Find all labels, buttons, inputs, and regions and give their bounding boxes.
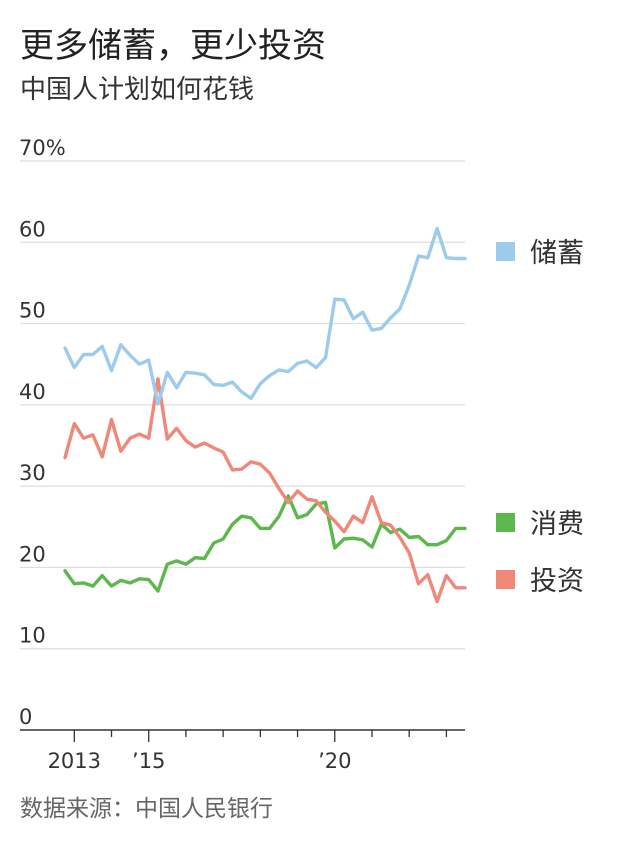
y-tick-label-40: 40 xyxy=(19,380,46,404)
y-tick-label-20: 20 xyxy=(19,542,46,566)
y-tick-label-10: 10 xyxy=(19,624,46,648)
y-axis-tick-labels: 0 10 20 30 40 50 60 70% xyxy=(19,136,66,729)
chart-subtitle: 中国人计划如何花钱 xyxy=(20,75,255,105)
y-tick-label-60: 60 xyxy=(19,217,46,241)
legend-label-1: 消费 xyxy=(530,509,584,540)
y-tick-label-70: 70% xyxy=(19,136,66,160)
legend-swatch-1 xyxy=(496,513,515,532)
y-tick-label-50: 50 xyxy=(19,299,46,323)
x-axis xyxy=(20,729,465,742)
series-line-1 xyxy=(63,494,467,593)
legend-swatch-0 xyxy=(496,242,515,261)
source-note: 数据来源：中国人民银行 xyxy=(20,796,273,822)
series-line-2 xyxy=(63,377,467,604)
legend-label-0: 储蓄 xyxy=(530,238,584,269)
x-tick-label-’15: ’15 xyxy=(132,749,165,773)
x-axis-tick-labels: 2013 ’15 ’20 xyxy=(48,749,352,773)
legend-swatch-2 xyxy=(496,570,515,589)
y-tick-label-30: 30 xyxy=(19,461,46,485)
x-tick-label-2013: 2013 xyxy=(48,749,101,773)
series-line-0 xyxy=(63,226,467,406)
y-tick-label-0: 0 xyxy=(19,705,32,729)
gridlines xyxy=(20,160,465,650)
legend-label-2: 投资 xyxy=(530,566,584,597)
x-tick-label-’20: ’20 xyxy=(318,749,351,773)
chart-title: 更多储蓄，更少投资 xyxy=(20,26,326,66)
series-lines xyxy=(63,226,467,604)
